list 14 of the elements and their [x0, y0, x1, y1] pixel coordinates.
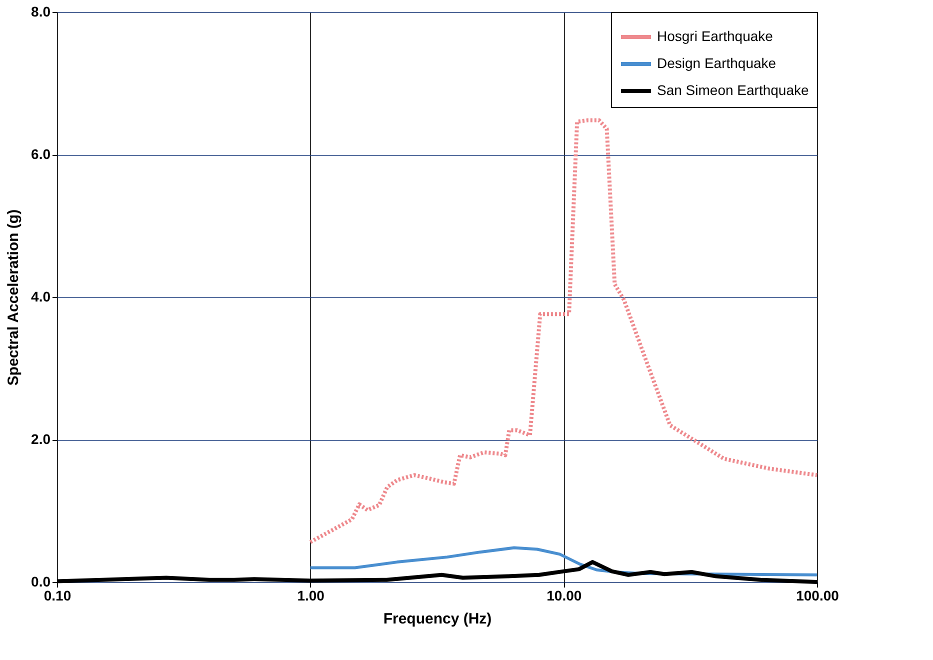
legend-label: Hosgri Earthquake: [657, 28, 774, 44]
x-tick-label: 1.00: [297, 588, 325, 604]
legend-label: Design Earthquake: [657, 55, 776, 71]
legend-label: San Simeon Earthquake: [657, 82, 809, 98]
x-axis-title: Frequency (Hz): [383, 610, 492, 628]
x-tick-label: 0.10: [44, 588, 72, 604]
x-tick-label: 10.00: [546, 588, 582, 604]
y-tick-label: 8.0: [31, 4, 51, 20]
y-axis-title: Spectral Acceleration (g): [5, 209, 22, 386]
x-tick-label: 100.00: [796, 588, 840, 604]
y-tick-label: 6.0: [31, 146, 51, 162]
y-tick-label: 4.0: [31, 288, 51, 304]
y-tick-label: 0.0: [31, 574, 51, 590]
y-tick-label: 2.0: [31, 431, 51, 447]
